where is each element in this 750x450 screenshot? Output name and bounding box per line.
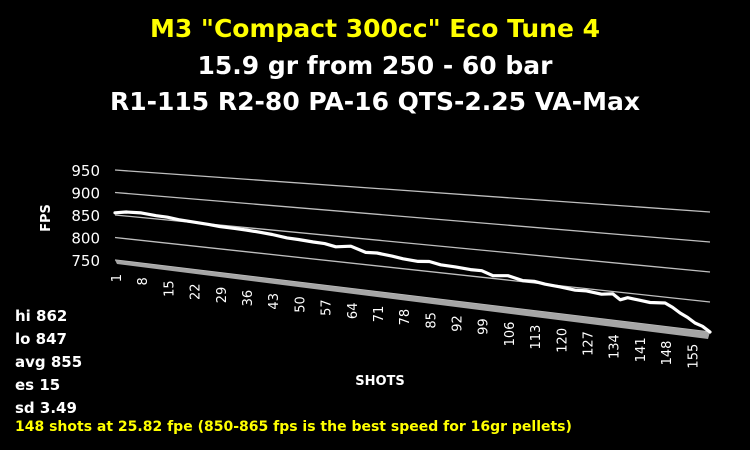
floor-band — [115, 260, 710, 339]
x-tick-label-64: 64 — [346, 303, 361, 320]
x-tick-label-85: 85 — [424, 312, 439, 329]
y-tick-label-900: 900 — [71, 185, 100, 203]
x-tick-label-15: 15 — [162, 280, 177, 297]
gridline-900 — [114, 191, 711, 243]
x-tick-label-57: 57 — [320, 299, 335, 316]
x-tick-label-1: 1 — [110, 274, 125, 282]
x-tick-label-36: 36 — [241, 290, 256, 307]
chart-subtitle: 15.9 gr from 250 - 60 bar — [197, 51, 553, 80]
x-tick-label-29: 29 — [215, 287, 230, 304]
x-tick-label-99: 99 — [477, 318, 492, 335]
x-tick-label-148: 148 — [660, 341, 675, 366]
y-axis-ticks: 750 800 850 900 950 — [71, 162, 100, 270]
y-tick-label-950: 950 — [71, 162, 100, 180]
series-group — [113, 210, 712, 334]
x-axis-label: SHOTS — [355, 374, 405, 389]
chart-settings-line: R1-115 R2-80 PA-16 QTS-2.25 VA-Max — [110, 87, 640, 116]
summary-note: 148 shots at 25.82 fpe (850-865 fps is t… — [15, 419, 572, 435]
x-tick-label-155: 155 — [686, 344, 701, 369]
gridline-800 — [114, 236, 711, 303]
x-tick-label-50: 50 — [293, 296, 308, 313]
y-tick-label-850: 850 — [71, 207, 100, 225]
stat-lo: lo 847 — [15, 330, 67, 348]
gridlines — [114, 169, 711, 333]
x-tick-label-113: 113 — [529, 325, 544, 350]
stat-es: es 15 — [15, 376, 61, 394]
x-tick-label-127: 127 — [582, 331, 597, 356]
x-tick-label-71: 71 — [372, 306, 387, 323]
stat-hi: hi 862 — [15, 307, 68, 325]
x-tick-label-141: 141 — [634, 337, 649, 362]
stat-sd: sd 3.49 — [15, 399, 77, 417]
x-tick-label-92: 92 — [451, 315, 466, 332]
y-tick-label-750: 750 — [71, 252, 100, 270]
x-tick-label-106: 106 — [503, 322, 518, 347]
chart-floor — [115, 260, 710, 339]
x-axis-ticks: 1 8 15 22 29 36 43 50 57 64 71 78 85 92 99 106 113 120 127… — [110, 274, 701, 369]
x-tick-label-22: 22 — [189, 284, 204, 301]
x-tick-label-43: 43 — [267, 293, 282, 310]
x-tick-label-78: 78 — [398, 309, 413, 326]
y-axis-label: FPS — [39, 204, 54, 232]
series-line-0 — [113, 210, 712, 334]
gridline-950 — [114, 169, 711, 213]
x-tick-label-120: 120 — [555, 328, 570, 353]
stat-avg: avg 855 — [15, 353, 83, 371]
y-tick-label-800: 800 — [71, 230, 100, 248]
x-tick-label-8: 8 — [136, 277, 151, 285]
chart-title: M3 "Compact 300cc" Eco Tune 4 — [149, 14, 601, 43]
x-tick-label-134: 134 — [608, 334, 623, 359]
